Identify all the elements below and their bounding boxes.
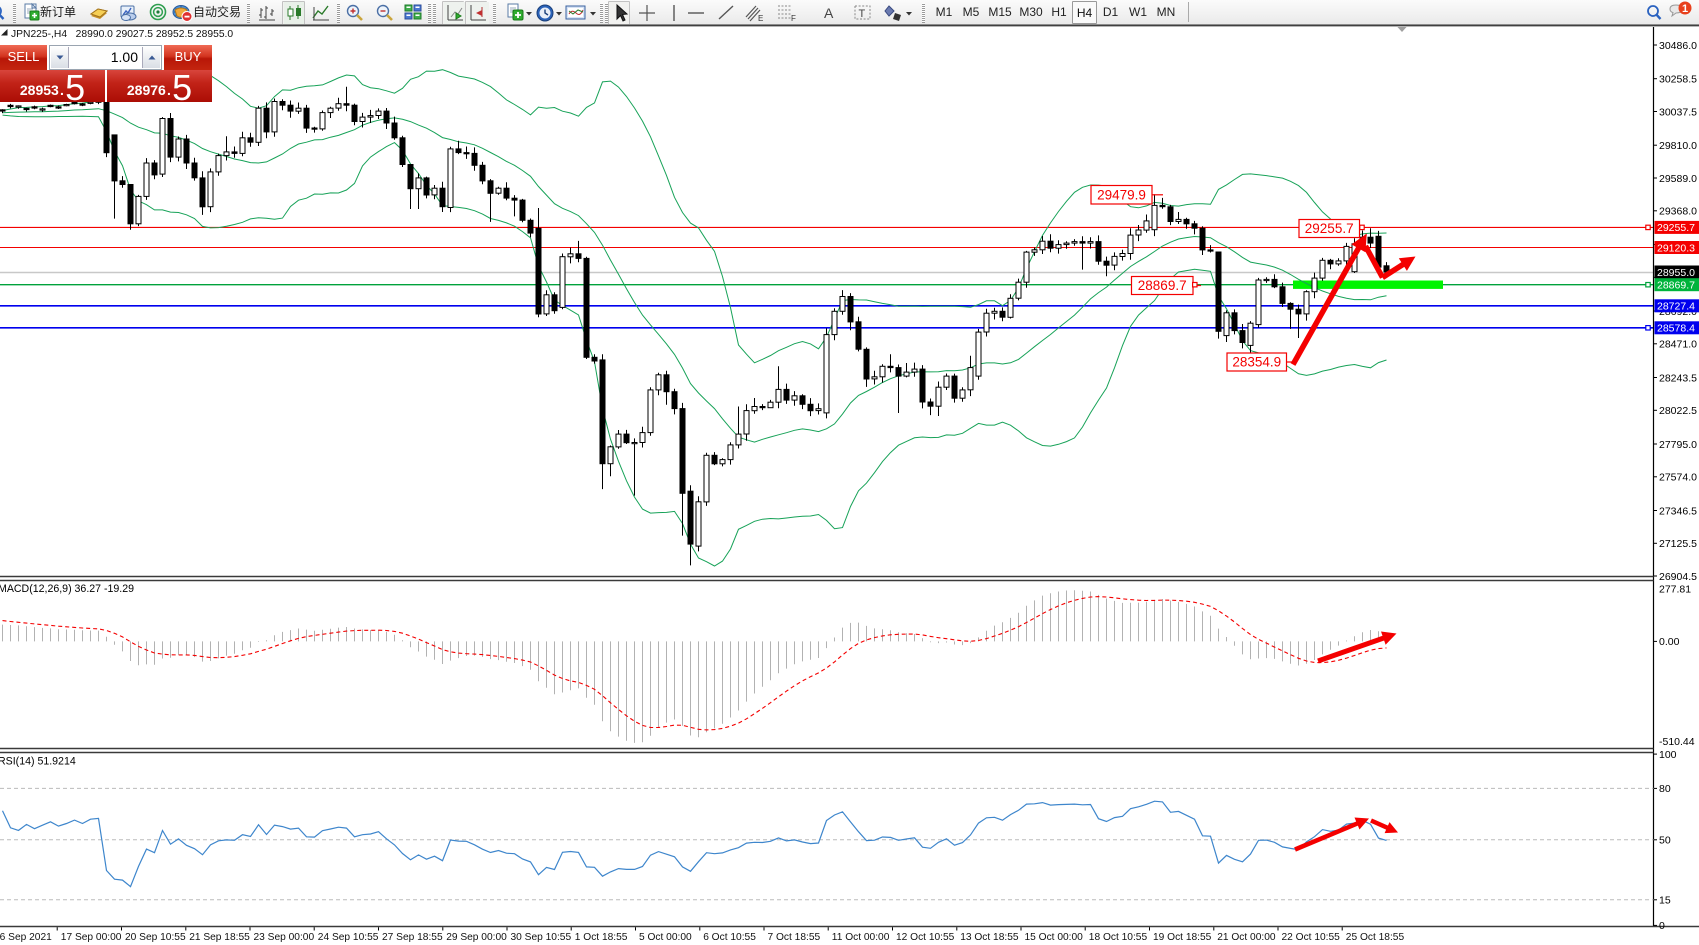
svg-text:80: 80 [1659,783,1671,795]
svg-text:15: 15 [1659,895,1671,907]
svg-text:100: 100 [1659,749,1677,761]
svg-text:28471.0: 28471.0 [1659,339,1697,351]
svg-text:1 Oct 18:55: 1 Oct 18:55 [575,932,628,943]
svg-text:50: 50 [1659,835,1671,847]
svg-text:18 Oct 10:55: 18 Oct 10:55 [1089,932,1148,943]
svg-text:5 Oct 00:00: 5 Oct 00:00 [639,932,692,943]
svg-text:29810.0: 29810.0 [1659,140,1697,152]
svg-text:27574.0: 27574.0 [1659,472,1697,484]
svg-text:T: T [859,8,866,20]
svg-text:26904.5: 26904.5 [1659,571,1697,583]
svg-text:20 Sep 10:55: 20 Sep 10:55 [125,932,186,943]
svg-text:28243.5: 28243.5 [1659,372,1697,384]
svg-text:1: 1 [1682,3,1688,15]
svg-text:27346.5: 27346.5 [1659,505,1697,517]
svg-text:24 Sep 10:55: 24 Sep 10:55 [318,932,379,943]
svg-text:29255.7: 29255.7 [1305,221,1354,236]
svg-text:21 Sep 18:55: 21 Sep 18:55 [189,932,250,943]
svg-text:28955.0: 28955.0 [1657,267,1695,279]
svg-text:23 Sep 00:00: 23 Sep 00:00 [254,932,315,943]
svg-text:16 Sep 2021: 16 Sep 2021 [0,932,52,943]
svg-text:A: A [824,5,834,21]
svg-text:17 Sep 00:00: 17 Sep 00:00 [61,932,122,943]
svg-text:29 Sep 00:00: 29 Sep 00:00 [446,932,507,943]
svg-text:7 Oct 18:55: 7 Oct 18:55 [768,932,821,943]
svg-text:28869.7: 28869.7 [1657,280,1695,292]
svg-text:28578.4: 28578.4 [1657,323,1695,335]
svg-text:30486.0: 30486.0 [1659,40,1697,52]
svg-text:11 Oct 00:00: 11 Oct 00:00 [832,932,890,943]
svg-text:30037.5: 30037.5 [1659,106,1697,118]
svg-text:19 Oct 18:55: 19 Oct 18:55 [1153,932,1212,943]
svg-text:29255.7: 29255.7 [1657,222,1695,234]
svg-text:15 Oct 00:00: 15 Oct 00:00 [1025,932,1084,943]
svg-text:29479.9: 29479.9 [1097,187,1146,202]
svg-text:RSI(14) 51.9214: RSI(14) 51.9214 [0,756,76,768]
svg-text:25 Oct 18:55: 25 Oct 18:55 [1346,932,1405,943]
svg-text:13 Oct 18:55: 13 Oct 18:55 [960,932,1019,943]
svg-text:12 Oct 10:55: 12 Oct 10:55 [896,932,955,943]
svg-text:F: F [791,14,796,23]
svg-text:E: E [758,14,763,23]
svg-text:28022.5: 28022.5 [1659,405,1697,417]
svg-text:6 Oct 10:55: 6 Oct 10:55 [703,932,756,943]
svg-text:0.00: 0.00 [1659,636,1680,648]
svg-text:0: 0 [1659,920,1665,932]
svg-text:29589.0: 29589.0 [1659,173,1697,185]
svg-text:28869.7: 28869.7 [1138,278,1187,293]
svg-text:27795.0: 27795.0 [1659,439,1697,451]
svg-text:29368.0: 29368.0 [1659,206,1697,218]
svg-text:-510.44: -510.44 [1659,736,1695,748]
svg-text:22 Oct 10:55: 22 Oct 10:55 [1282,932,1341,943]
svg-text:277.81: 277.81 [1659,584,1691,596]
svg-text:JPN225-,H4 28990.0 29027.5 2: JPN225-,H4 28990.0 29027.5 28952.5 28955… [11,29,233,40]
svg-text:27 Sep 18:55: 27 Sep 18:55 [382,932,443,943]
svg-text:30258.5: 30258.5 [1659,74,1697,86]
svg-text:28727.4: 28727.4 [1657,301,1695,313]
svg-text:30 Sep 10:55: 30 Sep 10:55 [511,932,572,943]
svg-text:21 Oct 00:00: 21 Oct 00:00 [1217,932,1276,943]
svg-text:29120.3: 29120.3 [1657,242,1695,254]
svg-text:28354.9: 28354.9 [1232,355,1281,370]
svg-text:MACD(12,26,9) 36.27 -19.29: MACD(12,26,9) 36.27 -19.29 [0,583,134,595]
svg-text:27125.5: 27125.5 [1659,538,1697,550]
